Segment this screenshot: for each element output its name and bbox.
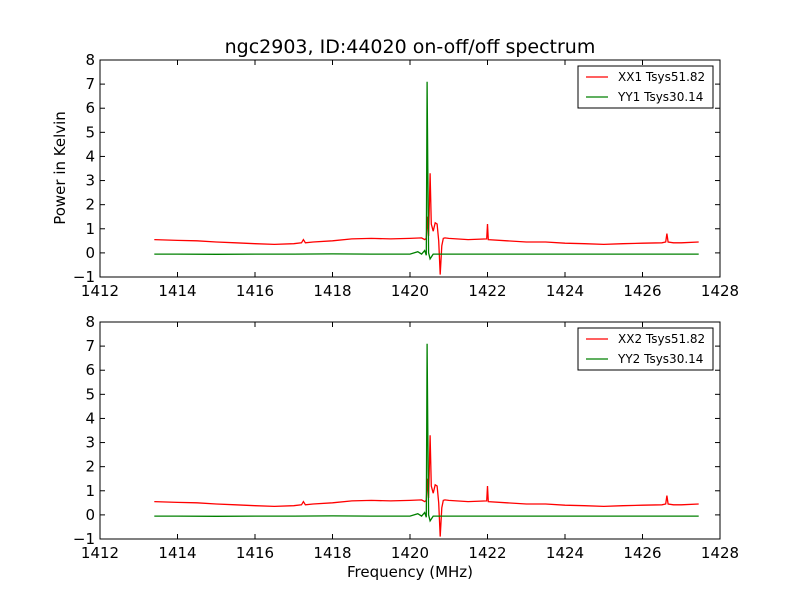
y-tick-label: 1: [85, 482, 95, 500]
y-tick-label: 3: [85, 434, 95, 452]
legend-box: [577, 327, 714, 371]
y-tick-label: 0: [85, 506, 95, 524]
x-tick-label: 1428: [701, 544, 739, 562]
legend-box: [577, 65, 714, 109]
y-tick-label: 5: [85, 123, 95, 141]
legend-entry-label: YY1 Tsys30.14: [617, 90, 703, 104]
y-tick-label: 7: [85, 75, 95, 93]
y-tick-label: 5: [85, 385, 95, 403]
y-tick-label: 1: [85, 220, 95, 238]
x-axis-label: Frequency (MHz): [347, 563, 473, 581]
chart-panel-1: 1412 1414 1416 1418 1420 1422 1424 1426 1428−101…: [73, 51, 739, 300]
x-tick-label: 1416: [236, 544, 274, 562]
x-tick-label: 1422: [468, 544, 506, 562]
x-tick-label: 1428: [701, 282, 739, 300]
y-tick-label: 8: [85, 313, 95, 331]
x-tick-label: 1426: [623, 544, 661, 562]
y-axis-label: Power in Kelvin: [51, 111, 69, 225]
x-tick-label: 1422: [468, 282, 506, 300]
legend: XX2 Tsys51.82 YY2 Tsys30.14: [577, 327, 714, 371]
legend-entry-label: YY2 Tsys30.14: [617, 352, 703, 366]
legend: XX1 Tsys51.82 YY1 Tsys30.14: [577, 65, 714, 109]
series-line-2: [154, 81, 699, 261]
y-tick-label: 6: [85, 361, 95, 379]
series-line-2: [154, 343, 699, 523]
x-tick-label: 1426: [623, 282, 661, 300]
y-tick-label: 2: [85, 196, 95, 214]
x-tick-label: 1420: [391, 282, 429, 300]
x-tick-label: 1416: [236, 282, 274, 300]
x-tick-label: 1414: [158, 282, 196, 300]
y-tick-label: −1: [73, 268, 95, 286]
y-tick-label: 3: [85, 172, 95, 190]
x-tick-label: 1424: [546, 282, 584, 300]
x-tick-label: 1424: [546, 544, 584, 562]
panels: 1412 1414 1416 1418 1420 1422 1424 1426 1428−101…: [73, 51, 739, 562]
series-line-1: [154, 173, 699, 275]
legend-entry-label: XX1 Tsys51.82: [618, 70, 705, 84]
x-tick-label: 1412: [81, 282, 119, 300]
y-tick-label: 7: [85, 337, 95, 355]
y-tick-label: −1: [73, 530, 95, 548]
x-tick-label: 1412: [81, 544, 119, 562]
series-line-1: [154, 435, 699, 537]
y-tick-label: 4: [85, 409, 95, 427]
chart-panel-2: 1412 1414 1416 1418 1420 1422 1424 1426 1428−101…: [73, 313, 739, 562]
x-tick-label: 1414: [158, 544, 196, 562]
y-tick-label: 2: [85, 458, 95, 476]
y-tick-label: 6: [85, 99, 95, 117]
x-tick-label: 1418: [313, 544, 351, 562]
y-tick-label: 0: [85, 244, 95, 262]
y-tick-label: 4: [85, 147, 95, 165]
y-tick-label: 8: [85, 51, 95, 69]
x-tick-label: 1418: [313, 282, 351, 300]
figure-title: ngc2903, ID:44020 on-off/off spectrum: [225, 36, 596, 58]
legend-entry-label: XX2 Tsys51.82: [618, 332, 705, 346]
x-tick-label: 1420: [391, 544, 429, 562]
